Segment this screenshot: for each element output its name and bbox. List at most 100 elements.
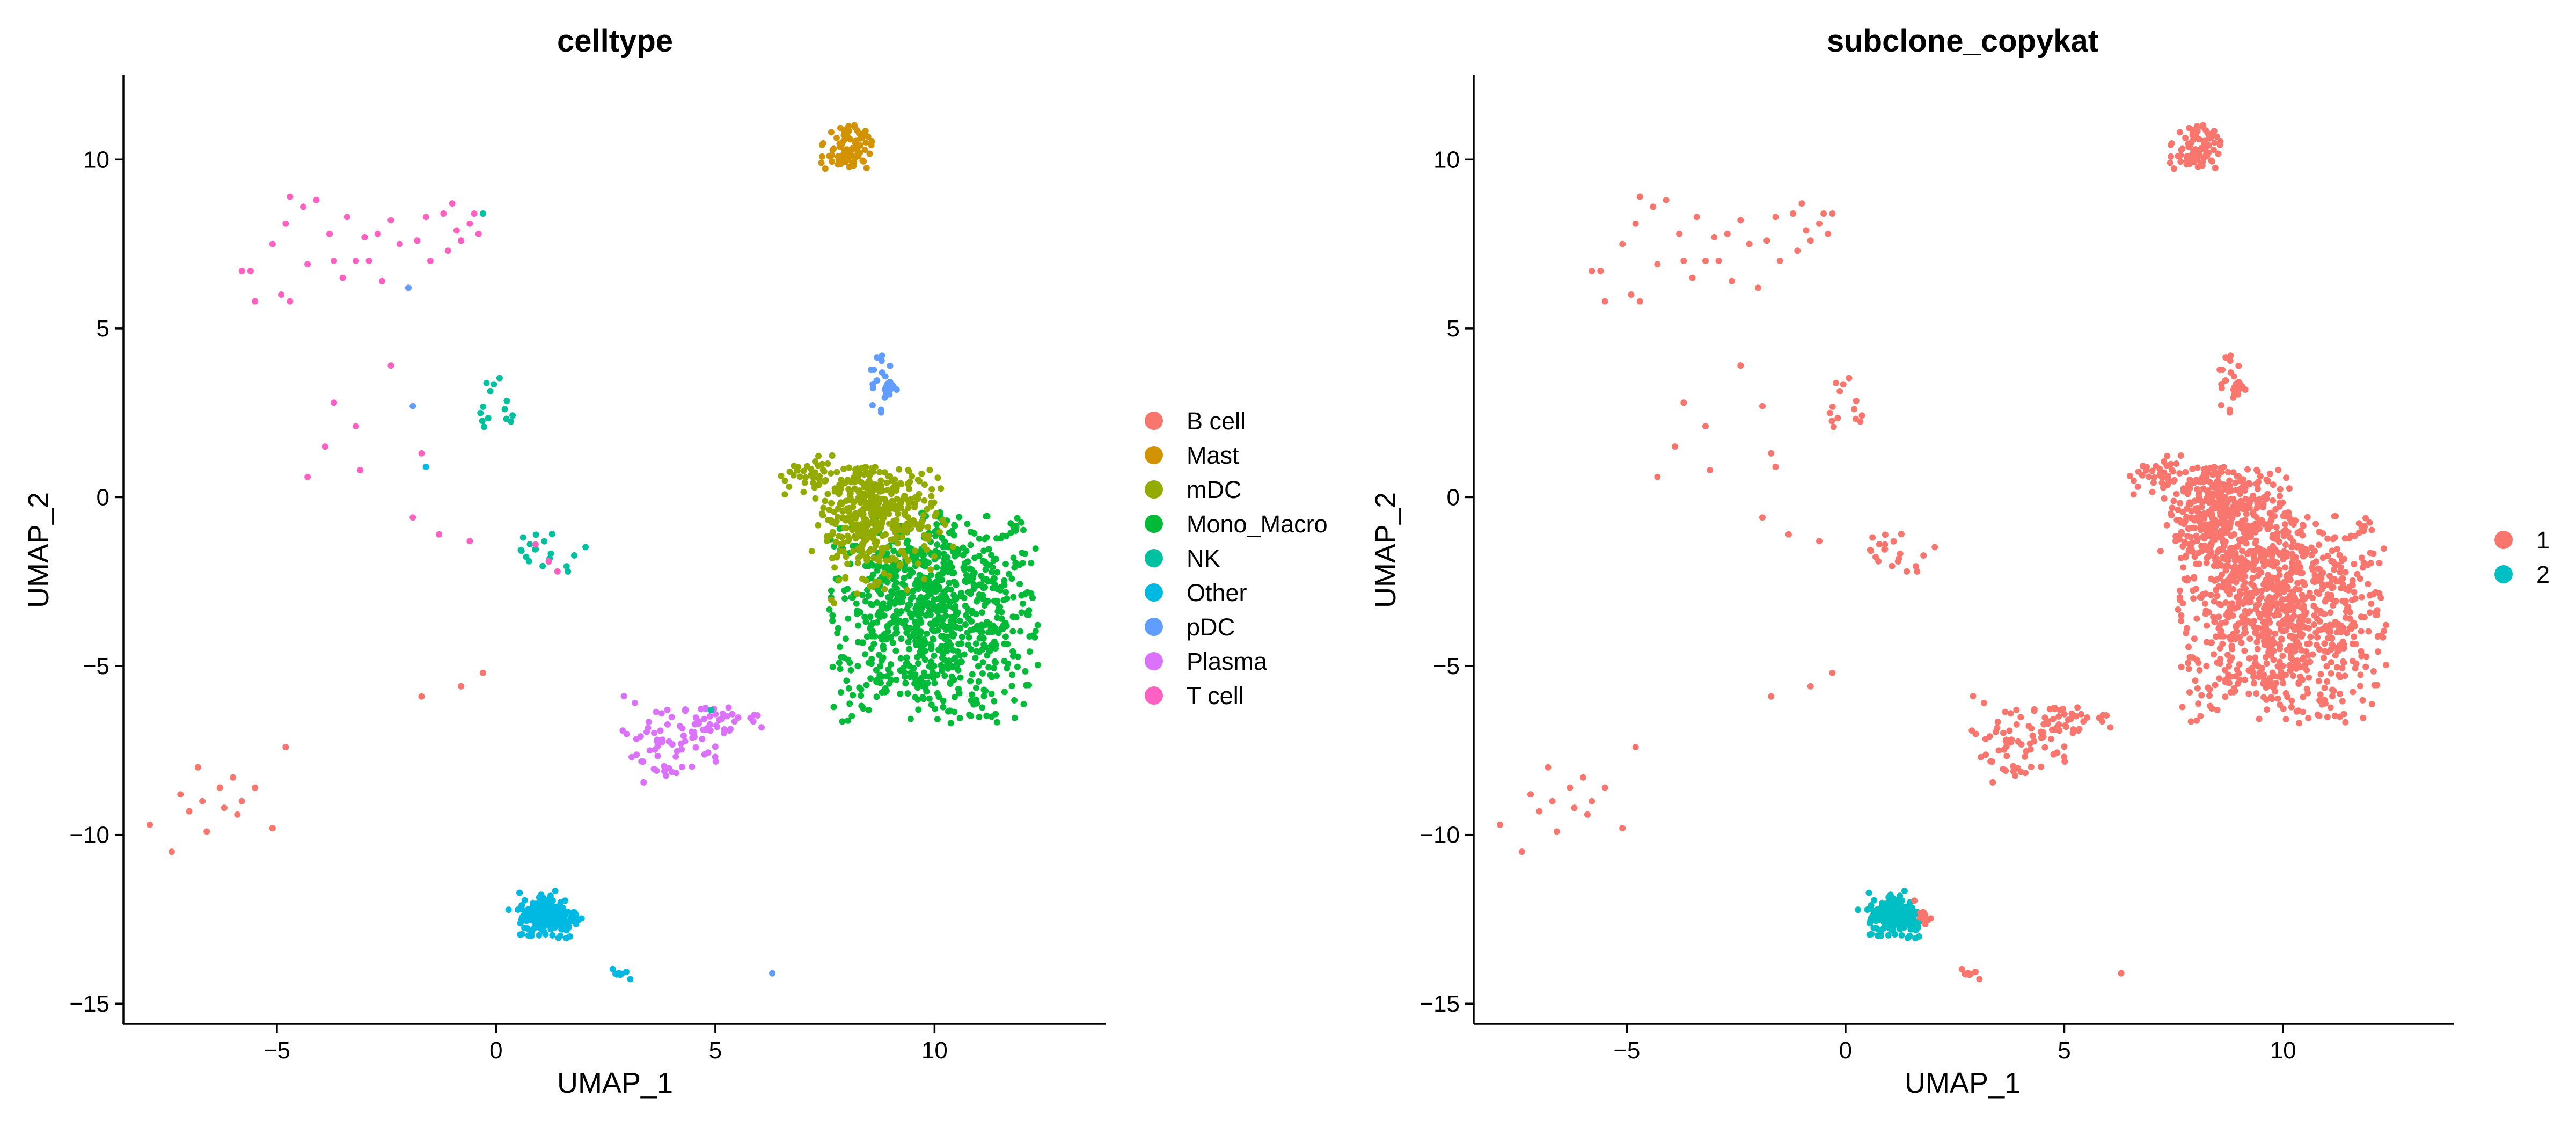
data-point [2169, 504, 2176, 511]
data-point [2331, 566, 2337, 573]
data-point [940, 551, 947, 558]
data-point [2222, 619, 2229, 626]
data-point [898, 635, 905, 642]
data-point [884, 544, 890, 551]
data-point [2172, 533, 2179, 540]
data-point [890, 383, 897, 390]
data-point [479, 418, 486, 425]
data-point [532, 546, 538, 553]
data-point [1776, 258, 1783, 264]
data-point [943, 633, 950, 640]
data-point [958, 658, 965, 665]
data-point [623, 968, 630, 975]
data-point [2186, 689, 2193, 696]
data-point [2232, 544, 2239, 551]
data-point [899, 533, 906, 540]
data-point [396, 240, 403, 247]
data-point [865, 133, 872, 140]
data-point [304, 473, 311, 480]
data-point [1000, 582, 1007, 589]
data-point [2078, 711, 2085, 718]
data-point [2317, 691, 2324, 698]
data-point [2018, 741, 2025, 748]
data-point [984, 513, 991, 519]
data-point [850, 548, 857, 555]
data-point [2227, 352, 2234, 359]
data-point [2080, 718, 2087, 725]
data-point [491, 381, 497, 388]
data-point [2207, 541, 2214, 548]
data-point [2362, 663, 2369, 670]
data-point [645, 719, 652, 726]
data-point [883, 605, 890, 612]
y-tick-label: −15 [1419, 991, 1460, 1017]
data-point [2164, 481, 2171, 488]
data-point [1877, 907, 1884, 914]
data-point [532, 531, 539, 538]
data-point [2218, 488, 2224, 495]
data-point [2126, 472, 2133, 479]
data-point [794, 467, 801, 474]
data-point [816, 473, 823, 480]
data-point [874, 354, 881, 361]
data-point [1875, 912, 1882, 919]
data-point [883, 673, 890, 680]
data-point [2299, 656, 2306, 663]
data-point [572, 914, 579, 921]
data-point [916, 611, 923, 618]
data-point [823, 537, 830, 544]
data-point [2279, 553, 2286, 560]
data-point [2228, 532, 2235, 539]
data-point [2025, 722, 2032, 729]
data-point [820, 504, 827, 511]
data-point [2197, 713, 2204, 720]
data-point [2224, 482, 2231, 489]
data-point [2313, 641, 2320, 648]
data-point [1019, 550, 1026, 557]
data-point [1597, 267, 1604, 274]
data-point [2250, 511, 2257, 518]
data-point [921, 481, 928, 488]
data-point [846, 700, 853, 707]
data-point [893, 573, 899, 580]
data-point [2275, 611, 2282, 618]
data-point [1869, 534, 1876, 541]
legend-key [1145, 652, 1163, 670]
data-point [2276, 499, 2283, 506]
data-point [822, 477, 829, 484]
data-point [800, 488, 807, 495]
data-point [880, 600, 887, 607]
data-point [2231, 605, 2238, 612]
data-point [822, 165, 829, 172]
data-point [868, 645, 875, 652]
data-point [979, 609, 985, 616]
data-point [2376, 560, 2383, 566]
data-point [186, 808, 193, 815]
legend-key [1145, 618, 1163, 636]
data-point [843, 553, 850, 560]
data-point [1881, 916, 1888, 923]
data-point [2241, 647, 2248, 654]
data-point [829, 555, 836, 561]
data-point [818, 510, 825, 517]
data-point [948, 673, 955, 680]
data-point [927, 611, 934, 618]
data-point [2210, 147, 2217, 153]
data-point [2306, 589, 2313, 596]
data-point [2050, 715, 2057, 722]
data-point [1867, 917, 1874, 924]
data-point [2357, 683, 2363, 690]
data-point [2355, 529, 2362, 536]
data-point [907, 715, 914, 722]
data-point [643, 728, 650, 735]
data-point [962, 621, 969, 628]
data-point [1911, 897, 1918, 904]
data-point [2270, 576, 2277, 583]
data-point [1881, 546, 1888, 553]
legend-label: mDC [1187, 476, 1241, 503]
data-point [2224, 499, 2231, 506]
data-point [1890, 538, 1897, 545]
data-point [436, 531, 443, 538]
data-point [822, 497, 829, 504]
data-point [374, 230, 381, 237]
